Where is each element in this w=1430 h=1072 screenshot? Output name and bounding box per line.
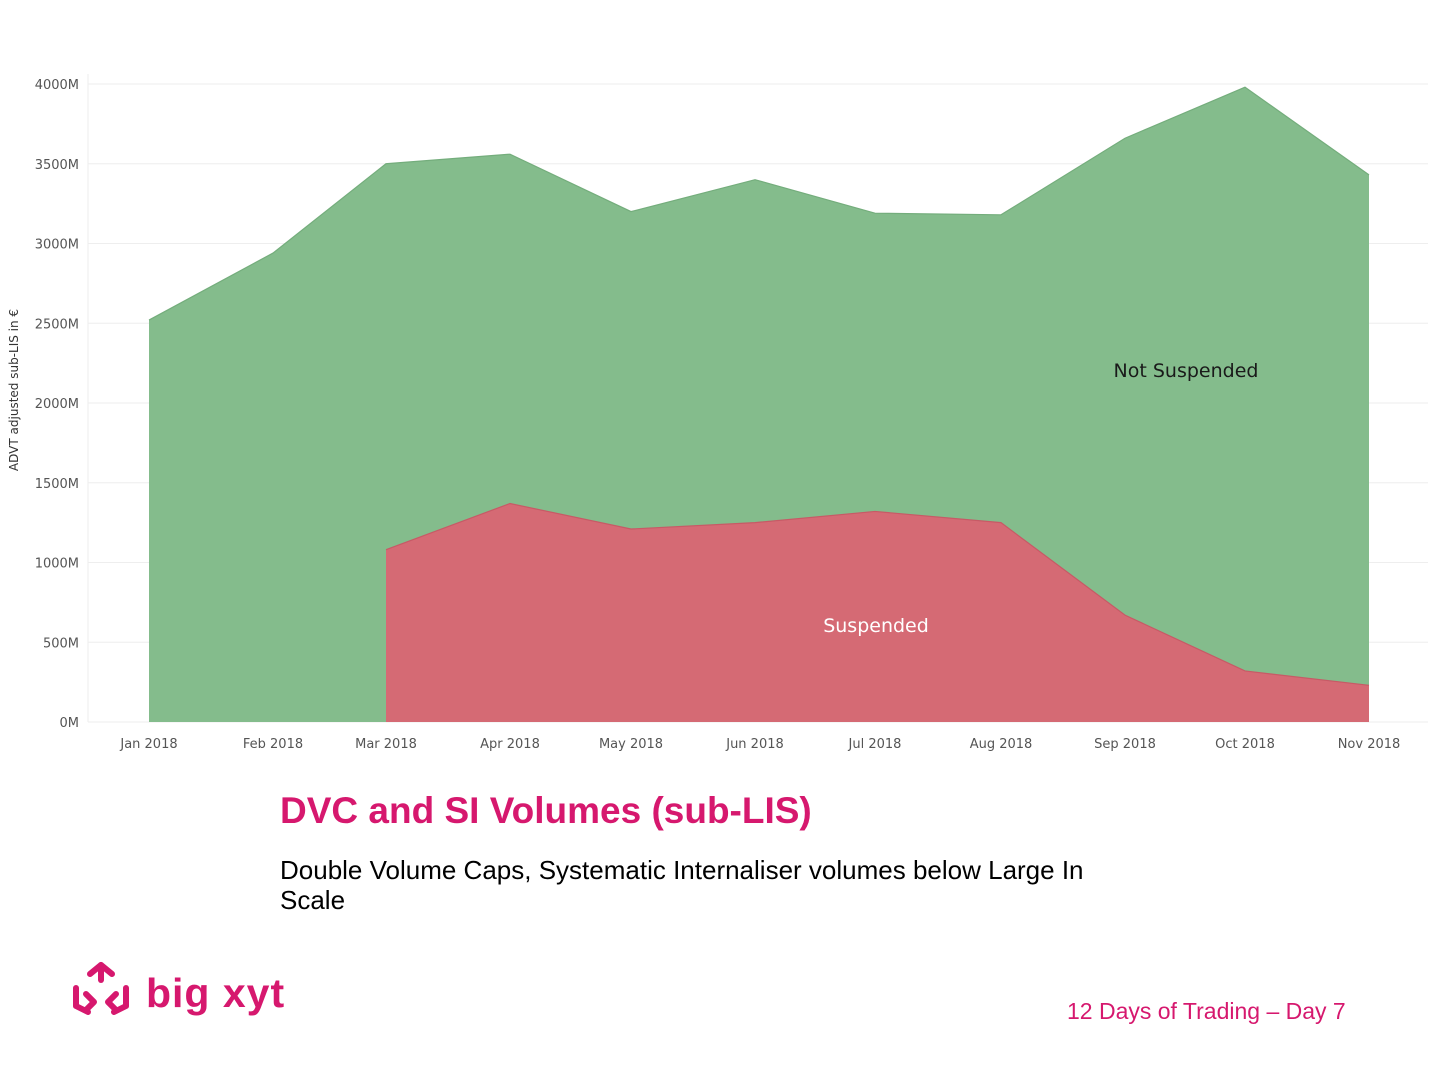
area-not-suspended-line — [148, 86, 1370, 321]
y-tick-label: 1500M — [35, 477, 79, 492]
area-suspended — [386, 503, 1369, 722]
page-subtitle: Double Volume Caps, Systematic Internali… — [280, 855, 1084, 915]
x-tick-label: Feb 2018 — [243, 737, 303, 752]
y-tick-label: 2500M — [35, 317, 79, 332]
x-axis-ticks: Jan 2018 Feb 2018 Mar 2018 Apr 2018 May 2018… — [119, 737, 1400, 752]
big-xyt-logo-icon — [73, 962, 129, 1015]
x-tick-label: May 2018 — [599, 737, 663, 752]
area-chart: 0M 500M 1000M 1500M 2000M 2500M 3000M 3500M 4000… — [7, 74, 1428, 752]
x-tick-label: Mar 2018 — [355, 737, 417, 752]
y-tick-label: 3000M — [35, 238, 79, 253]
area-suspended-line — [385, 502, 1370, 686]
x-tick-label: Jun 2018 — [725, 737, 784, 752]
y-tick-label: 0M — [60, 716, 80, 731]
y-tick-label: 2000M — [35, 397, 79, 412]
x-tick-label: Aug 2018 — [970, 737, 1033, 752]
series-label: Not Suspended — [1114, 360, 1259, 382]
y-tick-label: 3500M — [35, 158, 79, 173]
areas — [148, 86, 1370, 722]
y-axis-ticks: 0M 500M 1000M 1500M 2000M 2500M 3000M 3500M 4000… — [35, 78, 79, 731]
x-tick-label: Jan 2018 — [119, 737, 177, 752]
y-axis-title: ADVT adjusted sub-LIS in € — [7, 309, 21, 471]
x-tick-label: Sep 2018 — [1094, 737, 1156, 752]
series-labels: Not Suspended Suspended — [823, 360, 1258, 637]
x-tick-label: Apr 2018 — [480, 737, 540, 752]
x-tick-label: Nov 2018 — [1338, 737, 1401, 752]
series-label: Suspended — [823, 615, 929, 637]
y-tick-label: 4000M — [35, 78, 79, 93]
logo-text: big xyt — [146, 970, 286, 1016]
page-title: DVC and SI Volumes (sub-LIS) — [280, 790, 812, 831]
y-tick-label: 500M — [43, 636, 79, 651]
y-tick-label: 1000M — [35, 557, 79, 572]
x-tick-label: Jul 2018 — [848, 737, 902, 752]
x-tick-label: Oct 2018 — [1215, 737, 1275, 752]
footer-label: 12 Days of Trading – Day 7 — [1067, 998, 1346, 1024]
